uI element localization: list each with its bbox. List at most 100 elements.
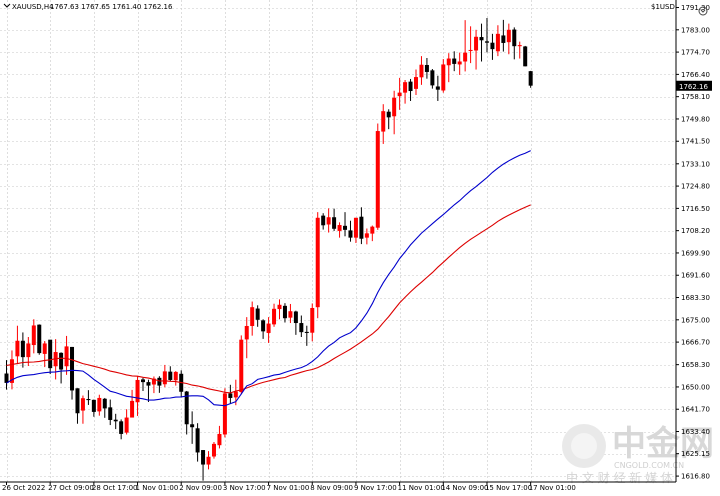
- candle-bear: [501, 35, 506, 43]
- info-icon[interactable]: [698, 6, 708, 16]
- candle-bear: [91, 399, 96, 412]
- candle-bull: [463, 52, 468, 62]
- candle-bear: [190, 424, 195, 428]
- ma-slow-line: [6, 204, 531, 394]
- candle-bull: [310, 307, 315, 333]
- y-tick-label: 1758.10: [681, 93, 710, 101]
- y-tick-label: 1733.10: [681, 160, 710, 168]
- moving-averages: [6, 150, 531, 407]
- y-tick-label: 1641.70: [681, 406, 710, 414]
- candle-bear: [528, 71, 533, 86]
- watermark-site: CNGOLD.COM.CN: [614, 461, 684, 470]
- candle-bear: [359, 216, 364, 239]
- x-tick-label: 8 Nov 09:00: [310, 484, 353, 492]
- candle-bull: [403, 82, 408, 93]
- candle-bull: [222, 393, 227, 435]
- y-tick-label: 1616.80: [681, 473, 710, 481]
- candle-bear: [113, 419, 118, 422]
- candle-bull: [364, 233, 369, 238]
- y-tick-label: 1633.40: [681, 428, 710, 436]
- candle-bear: [293, 311, 298, 324]
- y-tick-label: 1683.30: [681, 294, 710, 302]
- chart-ohlc: 1767.63 1767.65 1761.40 1762.16: [50, 3, 173, 11]
- chevron-down-icon[interactable]: [3, 3, 11, 8]
- candle-bear: [201, 450, 206, 465]
- candle-bull: [419, 64, 424, 78]
- candle-bull: [517, 45, 522, 47]
- candle-bear: [523, 46, 528, 67]
- y-tick-label: 1675.00: [681, 316, 710, 324]
- candle-bear: [321, 215, 326, 226]
- candle-bull: [326, 217, 331, 225]
- candle-bull: [15, 340, 20, 357]
- candle-bear: [479, 37, 484, 41]
- candle-bear: [4, 373, 9, 383]
- candle-bear: [157, 377, 162, 386]
- candle-bear: [408, 81, 413, 92]
- candle-bear: [195, 428, 200, 453]
- y-tick-label: 1741.50: [681, 138, 710, 146]
- candles: [4, 17, 533, 481]
- candle-bull: [173, 371, 178, 381]
- y-tick-label: 1658.30: [681, 361, 710, 369]
- candle-bear: [386, 111, 391, 118]
- y-tick-label: 1791.30: [681, 4, 710, 12]
- candle-bear: [102, 398, 107, 409]
- candle-bull: [130, 400, 135, 418]
- candle-bear: [332, 217, 337, 229]
- candle-bull: [506, 29, 511, 43]
- candle-bull: [244, 325, 249, 340]
- x-tick-label: 14 Nov 09:00: [441, 484, 488, 492]
- candle-bull: [353, 217, 358, 238]
- price-tag-label: 1762.16: [679, 83, 708, 91]
- candle-bull: [9, 359, 14, 383]
- candle-bear: [146, 382, 151, 386]
- candle-bull: [233, 391, 238, 398]
- candle-bull: [272, 308, 277, 325]
- candle-bear: [119, 421, 124, 434]
- y-tick-label: 1708.20: [681, 227, 710, 235]
- candle-bull: [277, 304, 282, 310]
- candle-bull: [441, 64, 446, 91]
- x-tick-label: 7 Nov 01:00: [267, 484, 310, 492]
- candle-bear: [48, 339, 53, 369]
- candle-bear: [141, 379, 145, 383]
- candle-bear: [168, 371, 173, 380]
- candle-bear: [424, 64, 429, 72]
- candle-bear: [435, 86, 440, 90]
- x-tick-label: 11 Nov 01:00: [398, 484, 445, 492]
- candle-bear: [299, 323, 304, 333]
- ma-fast-line: [6, 150, 531, 407]
- x-tick-label: 27 Oct 09:00: [48, 484, 94, 492]
- candle-bull: [31, 325, 36, 346]
- candle-bear: [348, 230, 353, 238]
- candle-bull: [162, 371, 167, 385]
- candle-bull: [97, 397, 102, 412]
- candle-bull: [26, 343, 31, 358]
- candle-bear: [75, 388, 80, 414]
- candle-bull: [135, 379, 140, 403]
- x-tick-label: 2 Nov 09:00: [179, 484, 222, 492]
- candle-bear: [184, 391, 189, 425]
- candle-bull: [375, 131, 380, 228]
- y-tick-label: 1650.00: [681, 383, 710, 391]
- candle-bear: [452, 58, 457, 64]
- candle-bull: [315, 217, 320, 308]
- watermark: 中金网 CNGOLD.COM.CN 中 文 财 经 新 媒 体: [562, 424, 714, 485]
- candle-bull: [250, 307, 255, 326]
- candle-bull: [239, 339, 244, 393]
- watermark-logo-inner-icon: [571, 433, 597, 459]
- y-tick-label: 1783.00: [681, 26, 710, 34]
- y-axis: 1616.80 1625.15 1633.40 1641.70 1650.00 1658.…: [676, 4, 710, 481]
- price-tag-bg: [676, 80, 712, 91]
- x-tick-label: 26 Oct 2022: [2, 484, 45, 492]
- candle-bear: [255, 308, 260, 320]
- candle-bear: [261, 320, 266, 332]
- candle-bear: [70, 346, 75, 391]
- candle-bear: [228, 393, 233, 398]
- candle-bull: [397, 92, 402, 97]
- candle-bull: [211, 443, 216, 457]
